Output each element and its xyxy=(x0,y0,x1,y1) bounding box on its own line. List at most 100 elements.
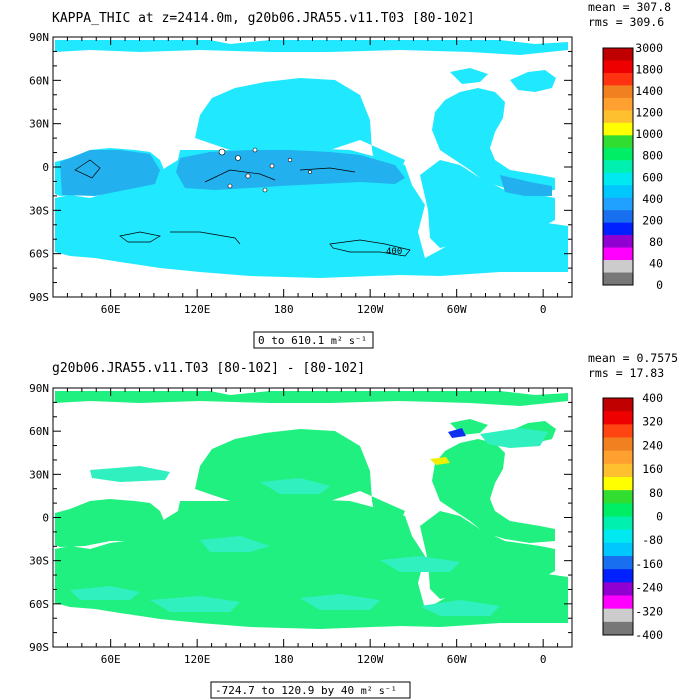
panel-bottom-colorbar-swatch xyxy=(603,490,633,504)
panel-bottom-colorbar-swatch xyxy=(603,398,633,412)
panel-bottom-y-axis: 90N 60N 30N 0 30S 60S 90S xyxy=(29,382,572,654)
panel-top-colorbar-swatch xyxy=(603,247,633,261)
panel-top: KAPPA_THIC at z=2414.0m, g20b06.JRA55.v1… xyxy=(29,0,671,349)
panel-bottom-patches xyxy=(70,428,548,616)
panel-bottom-colorbar-swatch xyxy=(603,450,633,465)
panel-bottom-colorbar-swatch xyxy=(603,437,633,451)
panel-bottom-x-axis: 60E 120E 180 120W 60W 0 xyxy=(66,388,559,666)
panel-top-range-box: 0 to 610.1 m² s⁻¹ xyxy=(253,331,374,349)
panel-bottom-x-tick-label: 0 xyxy=(540,653,547,666)
panel-top-x-axis: 60E 120E 180 120W 60W 0 xyxy=(66,37,559,316)
panel-top-colorbar-label: 400 xyxy=(642,192,663,206)
panel-bottom-y-tick-label: 60S xyxy=(29,598,49,611)
panel-top-colorbar-label: 600 xyxy=(642,170,663,184)
panel-bottom-units-label: m² s⁻¹ xyxy=(361,686,397,697)
panel-top-y-tick-label: 90S xyxy=(29,291,49,304)
panel-bottom-x-tick-label: 180 xyxy=(274,653,294,666)
panel-top-colorbar-label: 1800 xyxy=(635,63,663,77)
panel-top-colorbar-swatch xyxy=(603,97,633,111)
panel-bottom-mean: mean = 0.7575 xyxy=(588,351,678,365)
svg-text:-724.7 to 120.9 by 40 m² s⁻¹: -724.7 to 120.9 by 40 m² s⁻¹ xyxy=(215,684,397,697)
panel-top-colorbar-swatch xyxy=(603,122,633,136)
panel-bottom-colorbar-label: 80 xyxy=(649,486,663,500)
panel-bottom-colorbar-swatch xyxy=(603,556,633,570)
panel-top-colorbar-swatch xyxy=(603,235,633,248)
panel-top-region-1 xyxy=(60,150,160,196)
panel-bottom-colorbar-label: -80 xyxy=(642,533,663,547)
panel-top-y-axis: 90N 60N 30N 0 30S 60S 90S xyxy=(29,31,572,304)
panel-bottom-colorbar-label: 0 xyxy=(656,510,663,524)
panel-top-units-label: m² s⁻¹ xyxy=(331,336,367,347)
panel-top-x-tick-label: 60E xyxy=(101,303,121,316)
panel-top-colorbar-swatch xyxy=(603,210,633,223)
panel-top-contours xyxy=(74,159,411,257)
panel-top-colorbar-label: 40 xyxy=(649,256,663,270)
panel-bottom-anomaly-positive xyxy=(430,457,450,465)
panel-top-y-tick-label: 30S xyxy=(29,204,49,217)
panel-top-colorbar-swatch xyxy=(603,260,633,273)
panel-bottom-colorbar-label: 400 xyxy=(642,391,663,405)
panel-top-x-tick-label: 0 xyxy=(540,303,547,316)
panel-top-islands xyxy=(218,147,312,193)
panel-top-y-tick-label: 60S xyxy=(29,248,49,261)
panel-bottom-x-tick-label: 120E xyxy=(184,653,211,666)
panel-bottom-colorbar-swatch xyxy=(603,503,633,517)
panel-bottom-x-tick-label: 60W xyxy=(447,653,467,666)
panel-bottom-title: g20b06.JRA55.v11.T03 [80-102] - [80-102] xyxy=(52,361,365,376)
panel-top-colorbar-swatch xyxy=(603,272,633,286)
panel-top-x-tick-label: 60W xyxy=(447,303,467,316)
panel-top-colorbar-swatch xyxy=(603,135,633,149)
panel-bottom-colorbar-swatch xyxy=(603,411,633,425)
panel-top-y-tick-label: 0 xyxy=(42,161,49,174)
panel-bottom-colorbar-swatch xyxy=(603,424,633,438)
panel-top-mean: mean = 307.8 xyxy=(588,0,671,14)
panel-top-colorbar-label: 1000 xyxy=(635,127,663,141)
panel-top-colorbar-swatch xyxy=(603,72,633,86)
panel-top-colorbar-swatch xyxy=(603,185,633,198)
panel-top-colorbar-label: 1400 xyxy=(635,84,663,98)
panel-bottom-colorbar-swatch xyxy=(603,529,633,544)
panel-top-colorbar-label: 3000 xyxy=(635,41,663,55)
panel-bottom-y-tick-label: 90S xyxy=(29,641,49,654)
panel-bottom-colorbar-label: -320 xyxy=(635,604,663,618)
panel-bottom: g20b06.JRA55.v11.T03 [80-102] - [80-102]… xyxy=(29,351,678,699)
panel-top-y-tick-label: 60N xyxy=(29,74,49,87)
panel-bottom-colorbar-swatch xyxy=(603,621,633,636)
panel-top-colorbar-swatch xyxy=(603,197,633,211)
panel-bottom-colorbar-swatch xyxy=(603,463,633,478)
panel-bottom-y-tick-label: 0 xyxy=(42,512,49,525)
panel-bottom-x-tick-label: 60E xyxy=(101,653,121,666)
panel-top-colorbar-swatch xyxy=(603,172,633,186)
panel-bottom-field xyxy=(55,391,568,629)
panel-bottom-anomaly-negative xyxy=(448,428,466,438)
panel-top-range-label: 0 to 610.1 xyxy=(258,334,324,347)
panel-top-region-2 xyxy=(176,150,405,190)
panel-top-x-tick-label: 120W xyxy=(357,303,384,316)
panel-top-colorbar-label: 0 xyxy=(656,278,663,292)
panel-top-x-tick-label: 120E xyxy=(184,303,211,316)
panel-bottom-y-tick-label: 30S xyxy=(29,555,49,568)
panel-bottom-colorbar-label: 160 xyxy=(642,462,663,476)
panel-bottom-x-tick-label: 120W xyxy=(357,653,384,666)
panel-top-field: 400 xyxy=(55,40,568,278)
panel-top-colorbar-swatch xyxy=(603,147,633,161)
panel-bottom-colorbar-swatch xyxy=(603,608,633,623)
panel-top-colorbar-label: 1200 xyxy=(635,106,663,120)
panel-bottom-colorbar-frame xyxy=(602,397,634,636)
panel-bottom-colorbar-label: -160 xyxy=(635,557,663,571)
panel-bottom-range-box: -724.7 to 120.9 by 40 m² s⁻¹ xyxy=(210,681,411,699)
panel-bottom-colorbar-label: 240 xyxy=(642,438,663,452)
panel-bottom-colorbar-label: -240 xyxy=(635,581,663,595)
panel-top-colorbar-label: 200 xyxy=(642,213,663,227)
panel-bottom-colorbar-label: -400 xyxy=(635,628,663,642)
panel-bottom-colorbar-swatch xyxy=(603,542,633,557)
panel-top-rms: rms = 309.6 xyxy=(588,15,664,29)
panel-top-colorbar-swatch xyxy=(603,85,633,99)
panel-top-colorbar-swatch xyxy=(603,60,633,74)
panel-top-colorbar-frame xyxy=(602,47,634,286)
panel-bottom-rms: rms = 17.83 xyxy=(588,366,664,380)
panel-top-colorbar-swatch xyxy=(603,110,633,124)
panel-top-title: KAPPA_THIC at z=2414.0m, g20b06.JRA55.v1… xyxy=(52,11,475,26)
